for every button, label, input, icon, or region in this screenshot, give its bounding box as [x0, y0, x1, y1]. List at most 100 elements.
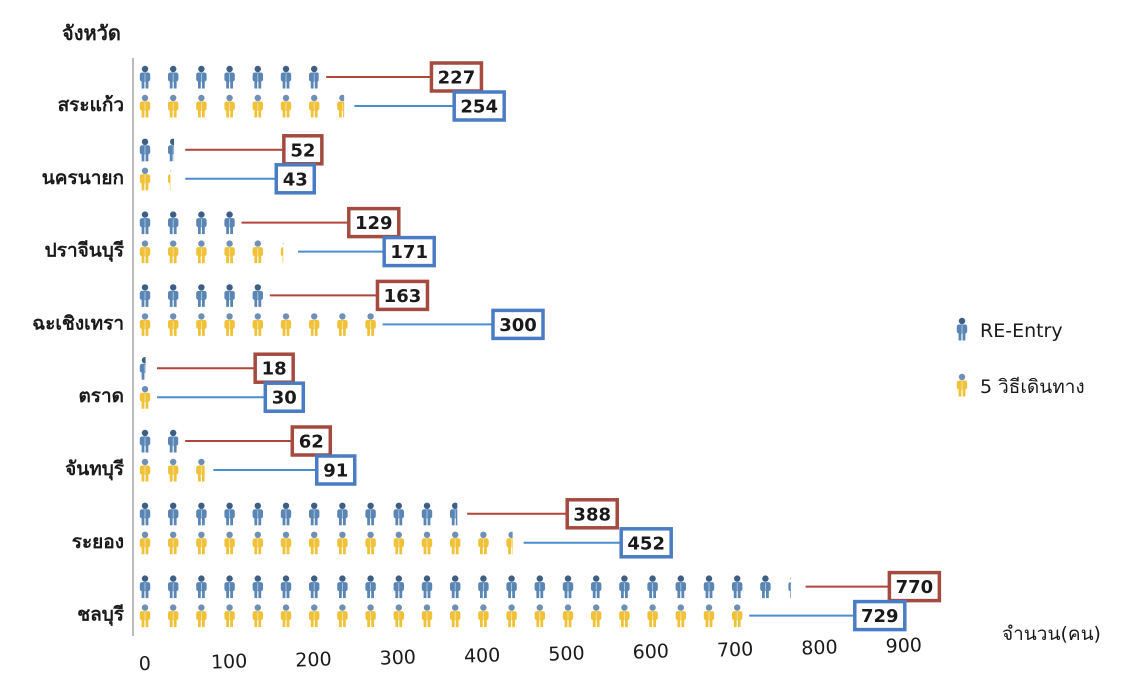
fiveway-icon-row	[139, 240, 284, 264]
reentry-person-icon	[224, 502, 235, 526]
y-axis-title: จังหวัด	[62, 21, 121, 45]
x-tick-label: 500	[548, 642, 585, 665]
reentry-person-icon	[591, 575, 602, 599]
reentry-person-icon	[760, 575, 771, 599]
reentry-person-icon	[196, 575, 207, 599]
reentry-data-label: 388	[573, 504, 611, 525]
fiveway-person-icon	[168, 604, 179, 628]
reentry-person-icon	[309, 575, 320, 599]
fiveway-person-icon	[280, 604, 292, 628]
fiveway-person-icon	[619, 604, 630, 628]
x-tick-label: 600	[632, 640, 669, 663]
category-label: ฉะเชิงเทรา	[32, 312, 124, 334]
x-tick-label: 800	[801, 636, 838, 659]
fiveway-person-icon	[168, 458, 179, 482]
reentry-person-icon	[139, 138, 151, 162]
fiveway-person-icon	[168, 313, 179, 336]
fiveway-person-icon	[421, 531, 433, 555]
reentry-person-icon	[139, 211, 151, 235]
reentry-person-icon	[168, 284, 179, 307]
reentry-person-icon	[168, 429, 179, 453]
category-label: สระแก้ว	[58, 94, 124, 116]
fiveway-person-icon	[224, 240, 235, 264]
reentry-icon-row	[139, 429, 179, 453]
reentry-person-icon	[139, 284, 151, 307]
fiveway-person-icon	[252, 94, 263, 118]
fiveway-person-icon	[365, 531, 376, 555]
fiveway-person-icon	[309, 604, 320, 628]
reentry-data-label: 18	[262, 359, 287, 380]
reentry-person-icon	[196, 502, 207, 526]
reentry-person-icon	[280, 575, 292, 599]
reentry-person-icon	[675, 575, 686, 599]
fiveway-person-icon	[478, 604, 489, 628]
reentry-person-icon	[168, 138, 175, 162]
fiveway-person-icon	[393, 531, 404, 555]
fiveway-person-icon	[224, 604, 235, 628]
fiveway-person-icon	[224, 94, 235, 118]
fiveway-icon-row	[139, 531, 513, 555]
reentry-person-icon	[450, 502, 458, 526]
reentry-icon-row	[139, 502, 458, 526]
chart-marks: 227 254 52 43 129 171 163 300 18 30 62 91 388 452 770 7…	[139, 61, 942, 632]
fiveway-person-icon	[732, 604, 743, 628]
fiveway-person-icon	[252, 240, 263, 264]
reentry-person-icon	[393, 502, 404, 526]
fiveway-data-label: 452	[627, 533, 665, 554]
fiveway-person-icon	[196, 240, 207, 264]
fiveway-data-label: 171	[390, 242, 428, 263]
fiveway-person-icon	[252, 313, 263, 336]
fiveway-person-icon	[196, 531, 207, 555]
fiveway-person-icon	[393, 604, 404, 628]
reentry-person-icon	[252, 575, 263, 599]
reentry-person-icon	[732, 575, 743, 599]
fiveway-person-icon	[196, 313, 207, 336]
reentry-person-icon	[224, 65, 235, 89]
reentry-person-icon	[619, 575, 630, 599]
reentry-person-icon	[139, 575, 151, 599]
x-tick-label: 400	[464, 644, 501, 667]
fiveway-person-icon	[139, 531, 151, 555]
reentry-person-icon	[478, 575, 489, 599]
fiveway-person-icon	[562, 604, 574, 628]
reentry-person-icon	[337, 575, 348, 599]
fiveway-value-box	[314, 454, 357, 486]
fiveway-person-icon	[337, 313, 348, 336]
fiveway-person-icon	[506, 531, 513, 555]
fiveway-person-icon	[139, 167, 151, 191]
reentry-icon-row	[139, 575, 791, 599]
x-tick-label: 0	[138, 653, 151, 675]
category-label: นครนายก	[42, 167, 124, 189]
x-tick-label: 900	[885, 634, 922, 657]
fiveway-person-icon	[139, 313, 151, 336]
x-axis-title: จำนวน(คน)	[1002, 623, 1101, 645]
category-label: จันทบุรี	[65, 458, 125, 481]
legend-fiveway-icon	[956, 373, 968, 397]
reentry-person-icon	[450, 575, 461, 599]
fiveway-value-box	[274, 163, 317, 195]
reentry-person-icon	[280, 502, 292, 526]
fiveway-person-icon	[139, 386, 151, 409]
fiveway-icon-row	[139, 94, 345, 118]
fiveway-person-icon	[252, 604, 263, 628]
reentry-person-icon	[788, 577, 791, 599]
fiveway-person-icon	[647, 604, 658, 628]
fiveway-person-icon	[280, 94, 292, 118]
category-label: ปราจีนบุรี	[45, 240, 125, 263]
x-tick-label: 300	[379, 646, 416, 669]
fiveway-person-icon	[534, 604, 545, 628]
reentry-person-icon	[139, 357, 146, 380]
reentry-data-label: 129	[355, 213, 393, 234]
fiveway-person-icon	[365, 604, 376, 628]
reentry-person-icon	[309, 502, 320, 526]
fiveway-person-icon	[168, 531, 179, 555]
reentry-person-icon	[139, 502, 151, 526]
reentry-person-icon	[337, 502, 348, 526]
reentry-person-icon	[252, 65, 263, 89]
x-tick-label: 200	[295, 648, 332, 671]
fiveway-person-icon	[309, 313, 320, 336]
reentry-icon-row	[139, 284, 263, 307]
fiveway-person-icon	[252, 531, 263, 555]
x-tick-label: 100	[211, 650, 248, 673]
reentry-data-label: 163	[384, 286, 422, 307]
